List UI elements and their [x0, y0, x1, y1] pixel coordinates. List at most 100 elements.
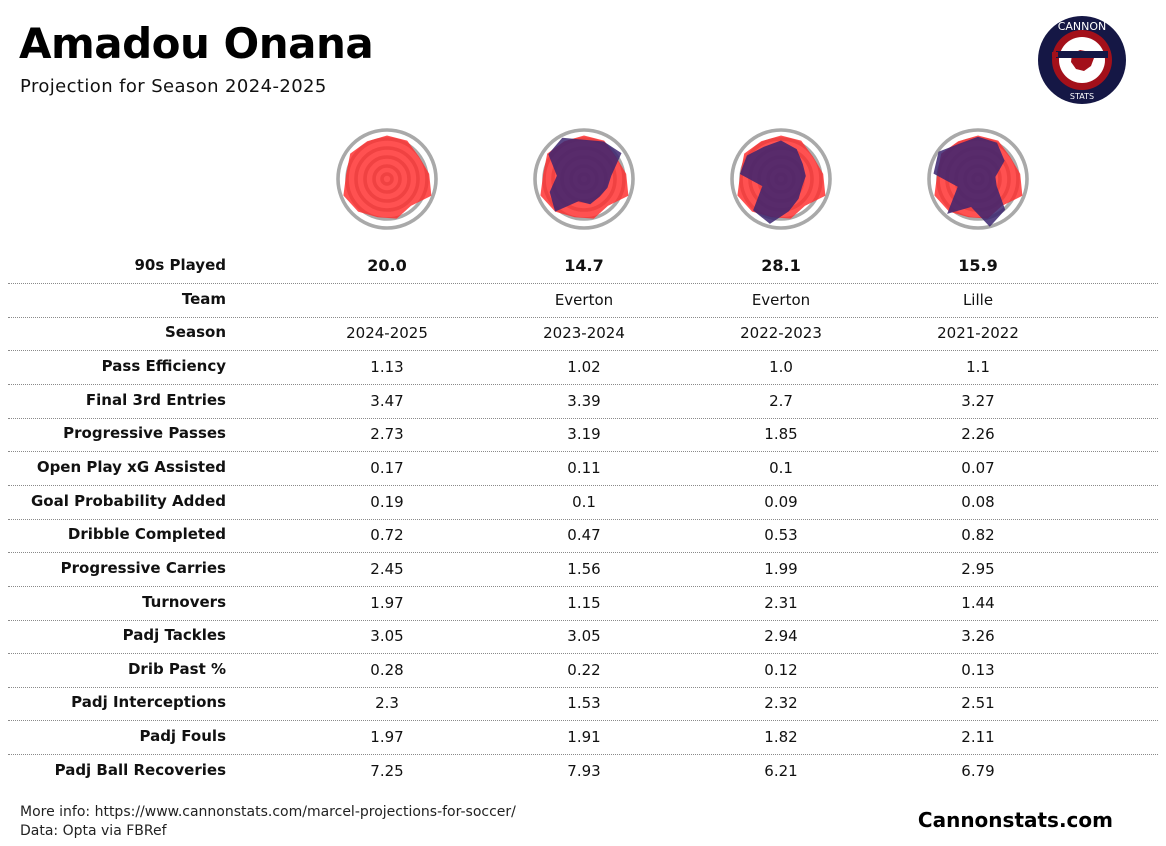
table-cell: 2.7	[769, 391, 793, 410]
table-cell: 1.99	[764, 559, 798, 578]
row-padj-tackles: Padj Tackles 3.05 3.05 2.94 3.26	[8, 620, 1158, 655]
radar-chart-2024-2025	[336, 128, 438, 230]
table-cell: 1.44	[961, 593, 995, 612]
table-cell: 0.08	[961, 492, 995, 511]
cannonstats-logo: CANNON STATS	[1038, 16, 1126, 104]
table-cell: 6.21	[764, 761, 798, 780]
table-cell: 1.85	[764, 425, 798, 444]
table-cell: 1.97	[370, 593, 404, 612]
table-cell: 2.26	[961, 425, 995, 444]
table-cell: 3.05	[370, 627, 404, 646]
radar-season-shape	[548, 137, 622, 212]
table-cell: 2.73	[370, 425, 404, 444]
table-cell: 1.91	[567, 728, 601, 747]
table-cell: 0.53	[764, 526, 798, 545]
row-padj-interceptions: Padj Interceptions 2.3 1.53 2.32 2.51	[8, 687, 1158, 722]
page-title: Amadou Onana	[19, 19, 374, 68]
radar-chart-2023-2024	[533, 128, 635, 230]
row-label: Padj Ball Recoveries	[54, 760, 226, 779]
table-cell: 1.56	[567, 559, 601, 578]
radar-ring	[730, 128, 832, 230]
table-cell: 1.0	[769, 357, 793, 376]
page-subtitle: Projection for Season 2024-2025	[20, 76, 327, 97]
logo-top-text: CANNON	[1058, 20, 1107, 33]
table-cell: 0.09	[764, 492, 798, 511]
row-label: Pass Efficiency	[101, 356, 226, 375]
table-cell: 2.31	[764, 593, 798, 612]
table-cell: Everton	[554, 290, 614, 309]
table-cell: 1.53	[567, 694, 601, 713]
table-cell: 7.93	[567, 761, 601, 780]
table-cell: 2024-2025	[346, 324, 428, 343]
row-pass-efficiency: Pass Efficiency 1.13 1.02 1.0 1.1	[8, 351, 1158, 385]
table-cell: 7.25	[370, 761, 404, 780]
radar-season-shape	[739, 140, 806, 224]
row-label: Drib Past %	[127, 659, 226, 678]
table-cell: 0.07	[961, 458, 995, 477]
table-cell: 3.19	[567, 425, 601, 444]
table-cell: 0.72	[370, 526, 404, 545]
row-label: Open Play xG Assisted	[36, 457, 226, 476]
table-cell: 3.05	[567, 627, 601, 646]
table-cell: 0.13	[961, 660, 995, 679]
more-info-text: More info: https://www.cannonstats.com/m…	[20, 804, 516, 820]
radar-ring	[927, 128, 1029, 230]
row-dribble-completed: Dribble Completed 0.72 0.47 0.53 0.82	[8, 519, 1158, 554]
data-source-text: Data: Opta via FBRef	[20, 823, 167, 839]
row-season: Season 2024-2025 2023-2024 2022-2023 2021-20…	[8, 317, 1158, 352]
radar-ring	[533, 128, 635, 230]
table-cell: 0.19	[370, 492, 404, 511]
radar-projection-shape	[343, 135, 432, 219]
row-label: Progressive Carries	[60, 558, 226, 577]
table-cell: 2022-2023	[740, 324, 822, 343]
table-cell: 0.82	[961, 526, 995, 545]
table-cell: Lille	[962, 290, 994, 309]
row-label: Progressive Passes	[63, 424, 226, 443]
row-label: Season	[164, 323, 226, 342]
table-cell: 0.1	[572, 492, 596, 511]
table-cell: 15.9	[958, 256, 998, 275]
row-padj-fouls: Padj Fouls 1.97 1.91 1.82 2.11	[8, 721, 1158, 756]
radar-chart-2021-2022	[927, 128, 1029, 230]
row-label: Goal Probability Added	[31, 491, 226, 510]
row-label: 90s Played	[134, 256, 226, 274]
table-cell: 0.47	[567, 526, 601, 545]
table-cell: 0.12	[764, 660, 798, 679]
radar-season-shape	[933, 136, 1006, 227]
row-padj-ball-recoveries: Padj Ball Recoveries 7.25 7.93 6.21 6.79	[8, 755, 1158, 788]
table-cell: 2.45	[370, 559, 404, 578]
row-90s-played: 90s Played 20.0 14.7 28.1 15.9	[8, 250, 1158, 284]
table-cell: 2.51	[961, 694, 995, 713]
table-cell: 2.94	[764, 627, 798, 646]
table-cell: 3.47	[370, 391, 404, 410]
radar-chart-2022-2023	[730, 128, 832, 230]
table-cell: 0.11	[567, 458, 601, 477]
row-label: Turnovers	[142, 592, 226, 611]
table-cell: 1.82	[764, 728, 798, 747]
table-cell: 3.26	[961, 627, 995, 646]
table-cell: 3.27	[961, 391, 995, 410]
table-cell: 1.02	[567, 357, 601, 376]
table-cell: 1.1	[966, 357, 990, 376]
table-cell: 2.95	[961, 559, 995, 578]
row-goal-probability-added: Goal Probability Added 0.19 0.1 0.09 0.08	[8, 486, 1158, 520]
table-cell: 2.3	[375, 694, 399, 713]
row-label: Final 3rd Entries	[85, 390, 226, 409]
table-cell: 0.28	[370, 660, 404, 679]
table-cell: 28.1	[761, 256, 801, 275]
brand-text: Cannonstats.com	[917, 808, 1113, 832]
row-progressive-passes: Progressive Passes 2.73 3.19 1.85 2.26	[8, 418, 1158, 453]
row-open-play-xg-assisted: Open Play xG Assisted 0.17 0.11 0.1 0.07	[8, 452, 1158, 486]
logo-bottom-text: STATS	[1070, 92, 1094, 101]
row-turnovers: Turnovers 1.97 1.15 2.31 1.44	[8, 587, 1158, 621]
table-cell: 2023-2024	[543, 324, 625, 343]
table-cell: 6.79	[961, 761, 995, 780]
table-cell: 0.22	[567, 660, 601, 679]
table-cell: Everton	[751, 290, 811, 309]
row-label: Padj Tackles	[122, 626, 226, 645]
table-cell: 2.32	[764, 694, 798, 713]
table-cell: 2.11	[961, 728, 995, 747]
row-drib-past: Drib Past % 0.28 0.22 0.12 0.13	[8, 654, 1158, 688]
row-final-3rd-entries: Final 3rd Entries 3.47 3.39 2.7 3.27	[8, 385, 1158, 419]
row-label: Padj Fouls	[139, 727, 226, 746]
